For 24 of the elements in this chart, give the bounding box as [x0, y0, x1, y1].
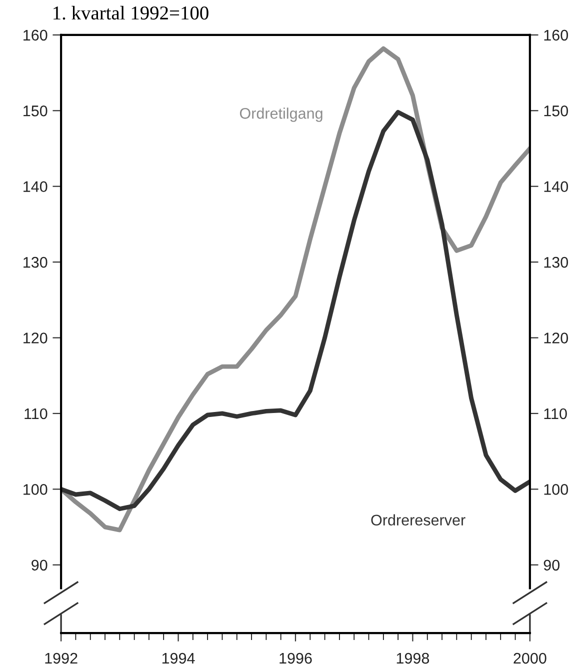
y2-tick-label: 100 — [544, 484, 568, 495]
chart-title: 1. kvartal 1992=100 — [54, 6, 208, 20]
y2-tick-label: 150 — [544, 106, 568, 116]
series-label: Ordretilgang — [240, 108, 322, 122]
y2-tick-label: 110 — [544, 408, 567, 420]
y2-tick-label: 120 — [544, 332, 568, 344]
y-tick-label: 160 — [24, 30, 48, 41]
y2-tick-label: 90 — [544, 560, 560, 571]
y-tick-label: 100 — [24, 484, 48, 495]
y-tick-label: 90 — [32, 560, 48, 571]
y2-tick-label: 160 — [544, 30, 568, 41]
y-tick-label: 120 — [24, 332, 48, 344]
y2-tick-label: 140 — [544, 181, 568, 192]
x-tick-label: 1998 — [396, 652, 430, 664]
y-tick-label: 140 — [24, 181, 48, 192]
y2-tick-label: 130 — [544, 256, 568, 268]
y-tick-label: 130 — [24, 256, 48, 268]
x-tick-label: 2000 — [514, 652, 546, 664]
y-tick-label: 150 — [24, 106, 48, 116]
x-tick-label: 1994 — [162, 652, 195, 664]
x-tick-label: 1992 — [45, 652, 78, 664]
y-tick-label: 110 — [24, 408, 48, 420]
text: Ordrereserver — [371, 514, 466, 526]
x-tick-label: 1996 — [280, 652, 312, 664]
